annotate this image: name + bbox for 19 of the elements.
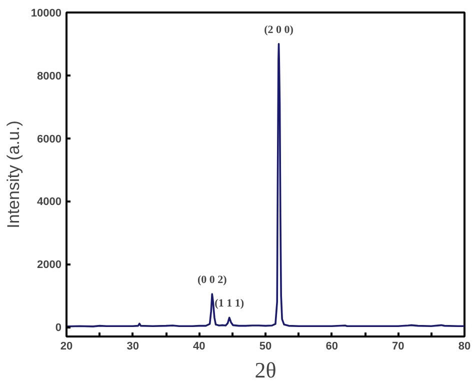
y-tick-label: 0 bbox=[55, 322, 62, 334]
x-tick-label: 30 bbox=[126, 340, 139, 352]
annotation: (0 0 2) bbox=[197, 274, 228, 286]
x-tick-label: 40 bbox=[193, 340, 206, 352]
annotation: (1 1 1) bbox=[214, 298, 244, 310]
y-tick-label: 10000 bbox=[30, 8, 62, 20]
x-tick-label: 70 bbox=[392, 340, 404, 352]
annotation: (2 0 0) bbox=[264, 24, 294, 36]
x-tick-label: 20 bbox=[60, 340, 73, 352]
y-tick-label: 2000 bbox=[37, 259, 62, 272]
y-tick-label: 6000 bbox=[37, 133, 62, 146]
x-tick-label: 80 bbox=[458, 340, 471, 352]
x-tick-label: 50 bbox=[259, 340, 272, 352]
y-axis-title: Intensity (a.u.) bbox=[4, 120, 23, 228]
x-axis-title: 2θ bbox=[254, 358, 276, 382]
y-tick-label: 8000 bbox=[37, 70, 62, 82]
x-tick-label: 60 bbox=[326, 340, 338, 352]
y-tick-label: 4000 bbox=[37, 196, 62, 208]
line-series bbox=[66, 43, 464, 328]
